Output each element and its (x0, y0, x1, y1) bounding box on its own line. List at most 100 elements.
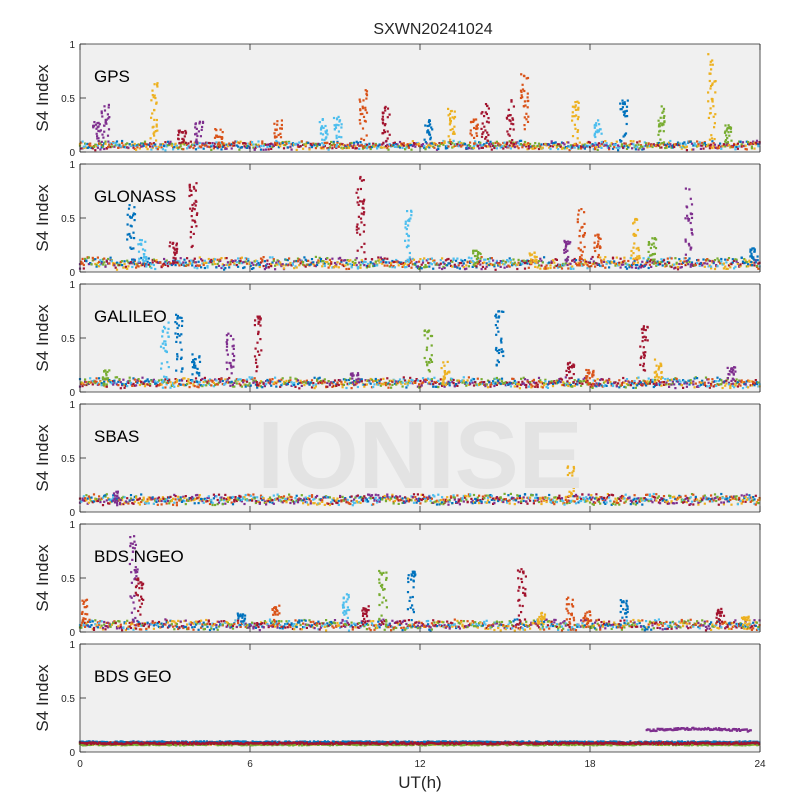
data-point (158, 379, 160, 381)
data-point (173, 146, 175, 148)
data-point (748, 380, 750, 382)
data-point (260, 149, 262, 151)
data-point (449, 122, 451, 124)
data-point (175, 498, 177, 500)
data-point (339, 263, 341, 265)
data-point (716, 377, 718, 379)
data-point (708, 117, 710, 119)
data-point (524, 128, 526, 130)
data-point (189, 208, 191, 210)
data-point (510, 259, 512, 261)
data-point (169, 381, 171, 383)
data-point (361, 200, 363, 202)
data-point (329, 146, 331, 148)
data-point (314, 377, 316, 379)
data-point (463, 266, 465, 268)
data-point (583, 223, 585, 225)
data-point (750, 143, 752, 145)
data-point (163, 258, 165, 260)
data-point (365, 258, 367, 260)
data-point (140, 493, 142, 495)
data-point (422, 259, 424, 261)
chart-title: SXWN20241024 (373, 21, 492, 38)
data-point (453, 140, 455, 142)
data-point (137, 243, 139, 245)
data-point (203, 381, 205, 383)
data-point (338, 266, 340, 268)
data-point (696, 262, 698, 264)
data-point (514, 385, 516, 387)
data-point (201, 129, 203, 131)
data-point (422, 143, 424, 145)
data-point (482, 131, 484, 133)
data-point (122, 267, 124, 269)
data-point (421, 264, 423, 266)
data-point (724, 259, 726, 261)
data-point (747, 265, 749, 267)
data-point (336, 144, 338, 146)
data-point (240, 496, 242, 498)
data-point (98, 377, 100, 379)
data-point (737, 148, 739, 150)
data-point (510, 385, 512, 387)
data-point (602, 265, 604, 267)
data-point (690, 141, 692, 143)
data-point (601, 133, 603, 135)
data-point (359, 119, 361, 121)
data-point (220, 496, 222, 498)
data-point (404, 240, 406, 242)
data-point (217, 499, 219, 501)
data-point (492, 380, 494, 382)
data-point (302, 261, 304, 263)
data-point (224, 503, 226, 505)
data-point (233, 345, 235, 347)
data-point (626, 115, 628, 117)
data-point (386, 265, 388, 267)
data-point (194, 126, 196, 128)
data-point (556, 259, 558, 261)
data-point (540, 265, 542, 267)
data-point (241, 257, 243, 259)
data-point (630, 384, 632, 386)
data-point (512, 378, 514, 380)
data-point (732, 383, 734, 385)
data-point (375, 144, 377, 146)
data-point (269, 145, 271, 147)
data-point (750, 253, 752, 255)
data-point (359, 264, 361, 266)
data-point (467, 379, 469, 381)
data-point (298, 264, 300, 266)
data-point (597, 119, 599, 121)
data-point (214, 263, 216, 265)
data-point (549, 148, 551, 150)
data-point (336, 135, 338, 137)
data-point (362, 106, 364, 108)
data-point (222, 380, 224, 382)
data-point (113, 380, 115, 382)
data-point (82, 141, 84, 143)
data-point (195, 201, 197, 203)
data-point (481, 111, 483, 113)
data-point (607, 382, 609, 384)
data-point (535, 382, 537, 384)
data-point (358, 381, 360, 383)
data-point (106, 493, 108, 495)
data-point (328, 380, 330, 382)
data-point (294, 386, 296, 388)
data-point (245, 386, 247, 388)
data-point (260, 349, 262, 351)
data-point (697, 259, 699, 261)
data-point (482, 266, 484, 268)
data-point (424, 330, 426, 332)
data-point (408, 265, 410, 267)
data-point (132, 499, 134, 501)
data-point (727, 367, 729, 369)
data-point (349, 263, 351, 265)
data-point (686, 206, 688, 208)
data-point (108, 106, 110, 108)
data-point (144, 141, 146, 143)
data-point (168, 502, 170, 504)
data-point (475, 265, 477, 267)
data-point (360, 113, 362, 115)
